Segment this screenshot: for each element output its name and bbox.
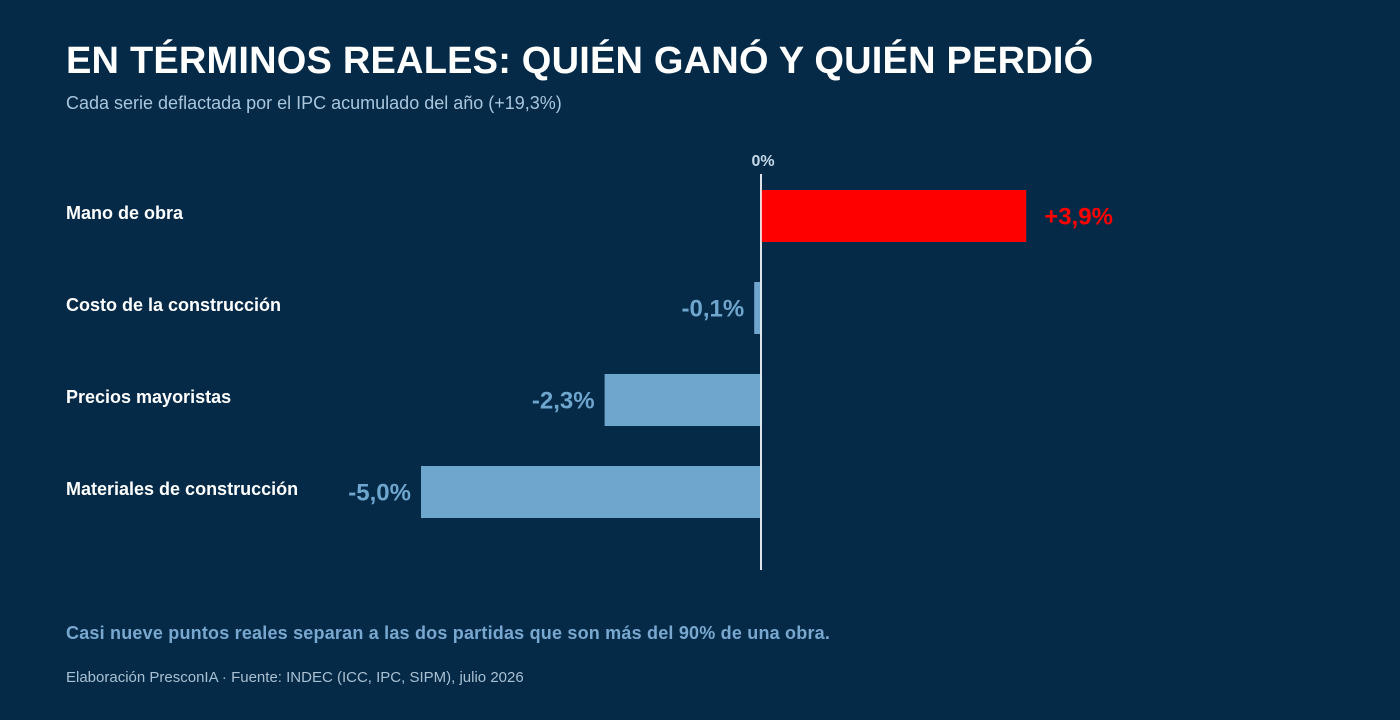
- value-label: -5,0%: [348, 479, 411, 506]
- value-label: +3,9%: [1044, 203, 1113, 230]
- value-label: -0,1%: [681, 295, 744, 322]
- chart-source: Elaboración PresconIA · Fuente: INDEC (I…: [66, 669, 524, 686]
- bar: [761, 190, 1027, 242]
- category-label: Costo de la construcción: [66, 295, 281, 315]
- value-label: -2,3%: [532, 387, 595, 414]
- chart-takeaway: Casi nueve puntos reales separan a las d…: [66, 623, 831, 643]
- category-label: Materiales de construcción: [66, 479, 298, 499]
- category-label: Mano de obra: [66, 203, 184, 223]
- bar: [421, 466, 761, 518]
- chart-subtitle: Cada serie deflactada por el IPC acumula…: [66, 93, 562, 113]
- chart-title: EN TÉRMINOS REALES: QUIÉN GANÓ Y QUIÉN P…: [66, 40, 1094, 82]
- bar: [754, 282, 761, 334]
- bar: [604, 374, 761, 426]
- zero-axis-label: 0%: [751, 153, 774, 170]
- category-label: Precios mayoristas: [66, 387, 231, 407]
